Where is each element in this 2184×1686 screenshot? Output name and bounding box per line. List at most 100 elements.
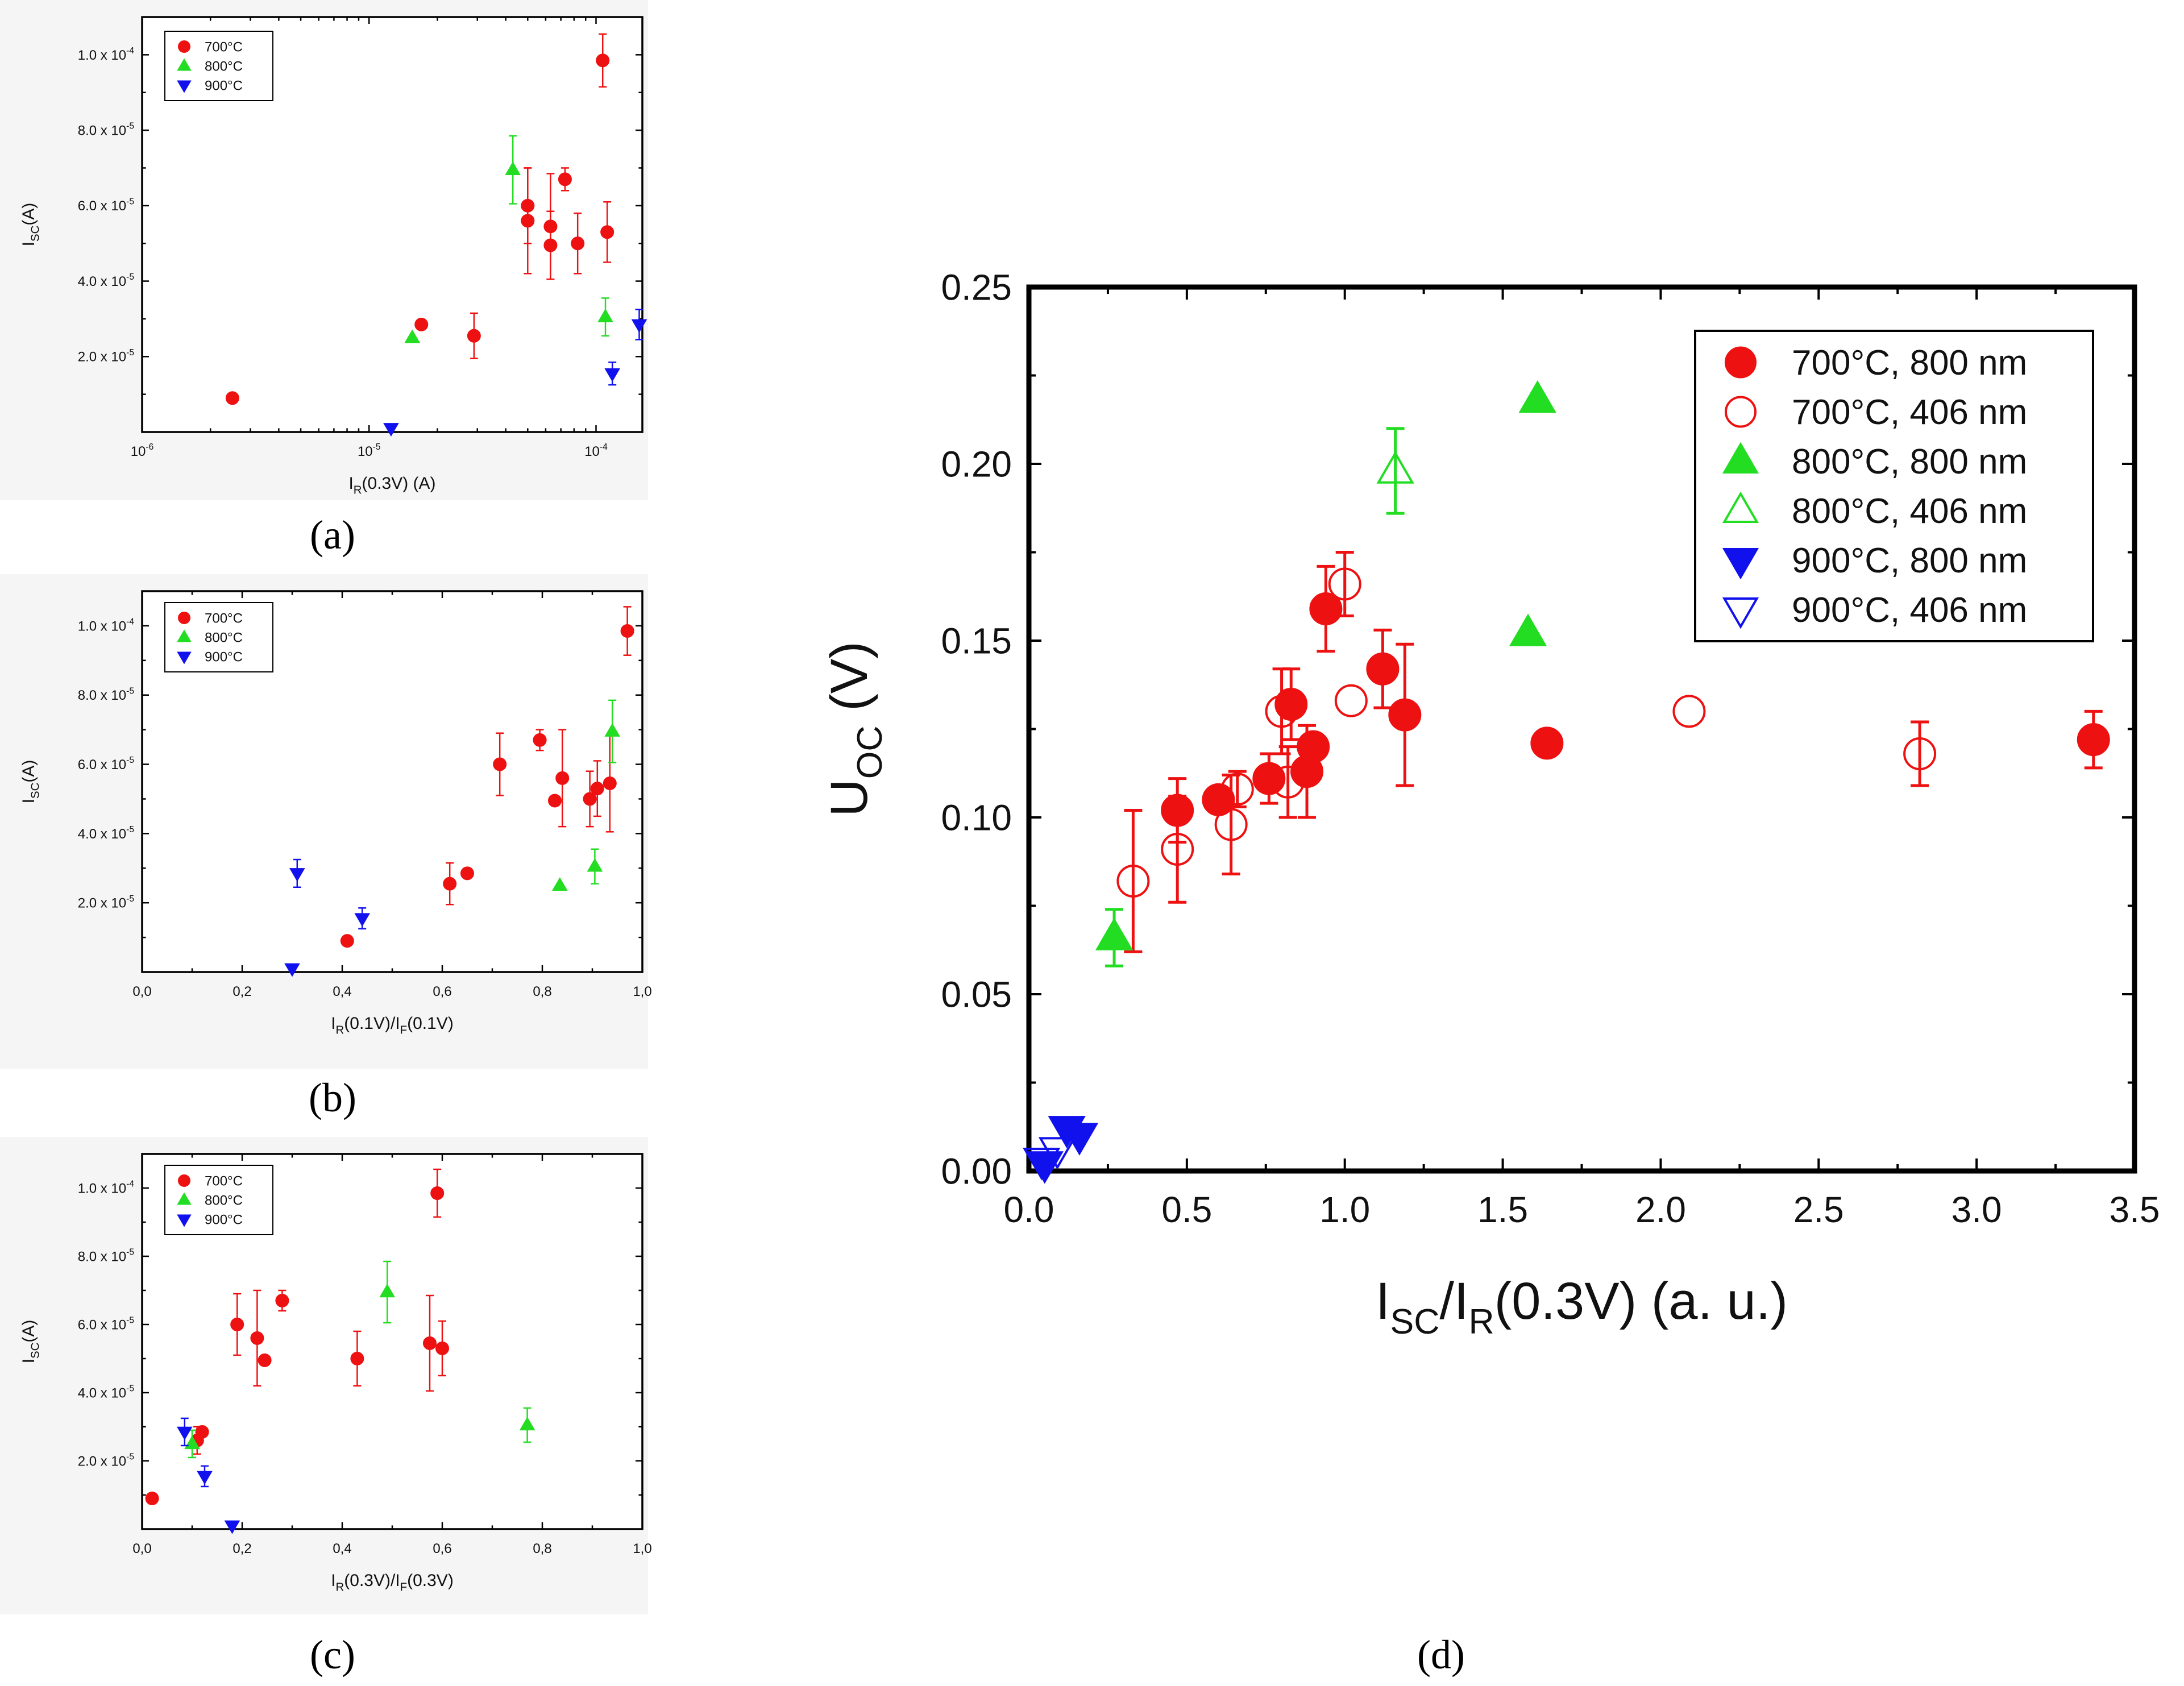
data-point	[505, 161, 521, 176]
x-tick-label: 0,2	[232, 984, 251, 999]
legend-marker	[1722, 442, 1759, 474]
data-point	[383, 423, 399, 437]
x-tick-label: 1.5	[1477, 1189, 1528, 1230]
data-point	[467, 329, 481, 343]
legend-marker	[178, 1174, 190, 1187]
y-tick-label: 2.0 x 10-5	[78, 894, 135, 911]
y-axis-label: ISC(A)	[19, 760, 41, 804]
data-point	[430, 1186, 445, 1200]
data-point	[443, 877, 457, 891]
caption-a: (a)	[310, 512, 355, 558]
data-point	[197, 1471, 213, 1485]
legend-label: 700°C	[205, 1173, 243, 1189]
x-axis-label: ISC/IR(0.3V) (a. u.)	[1376, 1272, 1788, 1342]
data-point	[1518, 380, 1556, 413]
data-point	[1038, 1137, 1077, 1170]
data-point	[1388, 698, 1422, 732]
legend-marker	[178, 40, 190, 53]
data-point	[1297, 730, 1330, 763]
data-point	[620, 624, 634, 638]
data-point	[596, 53, 610, 68]
data-point	[543, 238, 558, 252]
data-point	[2077, 723, 2110, 757]
x-tick-label: 2.5	[1793, 1189, 1844, 1230]
data-point	[600, 225, 614, 239]
panel-d-chart: 0.0 0.5 1.0 1.5 2.0 2.5 3.0 3.5 0.00 0.05 0.10 0.15…	[820, 267, 2160, 1341]
data-point	[414, 317, 429, 331]
x-tick-label: 0.0	[1004, 1189, 1054, 1230]
y-axis-label: ISC(A)	[19, 203, 41, 247]
legend-marker	[178, 612, 190, 624]
legend-label: 800°C	[205, 630, 243, 645]
legend-marker	[177, 58, 192, 71]
data-point	[1265, 695, 1298, 728]
data-point	[597, 308, 613, 322]
y-tick-label: 0.05	[941, 974, 1012, 1015]
x-tick-label: 0,4	[333, 984, 351, 999]
legend-label: 900°C, 406 nm	[1792, 591, 2027, 630]
panel-b-chart: 0,0 0,2 0,4 0,6 0,8 1,0 2.0 x 10-5 4.0 x 10-5 6.…	[0, 574, 652, 1069]
caption-d: (d)	[1417, 1632, 1465, 1677]
y-tick-label: 0.15	[941, 620, 1012, 661]
data-point	[519, 1417, 535, 1431]
legend-label: 700°C	[205, 611, 243, 626]
y-tick-label: 0.00	[941, 1151, 1012, 1191]
x-axis-label: IR(0.3V) (A)	[348, 474, 435, 496]
data-point	[1023, 1148, 1061, 1181]
legend-label: 800°C	[205, 1193, 243, 1208]
y-tick-label: 2.0 x 10-5	[78, 348, 135, 365]
data-point	[1328, 567, 1361, 601]
data-point	[587, 858, 603, 872]
x-tick-label: 3.0	[1952, 1189, 2002, 1230]
y-tick-label: 6.0 x 10-5	[78, 197, 135, 214]
data-point	[275, 1294, 289, 1307]
data-point	[176, 1426, 193, 1440]
y-tick-label: 6.0 x 10-5	[78, 755, 135, 773]
x-tick-label: 0,6	[433, 1541, 451, 1556]
data-point	[250, 1331, 264, 1345]
y-axis-label: UOC (V)	[820, 641, 890, 816]
y-tick-label: 8.0 x 10-5	[78, 122, 135, 139]
legend-label: 900°C	[205, 1212, 243, 1227]
data-point	[583, 792, 597, 806]
data-point	[493, 757, 507, 771]
data-point	[1214, 808, 1248, 841]
data-point	[555, 771, 570, 785]
data-point	[1509, 613, 1547, 646]
legend-label: 800°C, 406 nm	[1792, 492, 2027, 531]
data-point	[1672, 695, 1706, 728]
data-point	[604, 723, 621, 737]
legend-marker	[177, 1214, 192, 1227]
data-point	[340, 934, 354, 948]
data-point	[230, 1318, 244, 1331]
data-point	[551, 877, 568, 891]
legend-marker	[177, 80, 192, 93]
x-tick-label: 1,0	[633, 984, 651, 999]
x-tick-label: 10-5	[358, 442, 381, 459]
legend-label: 700°C, 406 nm	[1792, 393, 2027, 432]
legend: 700°C 800°C 900°C	[164, 31, 273, 101]
data-point	[184, 1435, 200, 1450]
y-tick-label: 2.0 x 10-5	[78, 1452, 135, 1469]
data-point	[289, 868, 305, 882]
legend-label: 700°C, 800 nm	[1792, 343, 2027, 383]
x-tick-label: 2.0	[1635, 1189, 1686, 1230]
legend-box	[1694, 330, 2094, 642]
data-point	[558, 172, 572, 186]
y-tick-label: 4.0 x 10-5	[78, 1384, 135, 1401]
legend-marker	[1722, 548, 1759, 580]
data-point	[1903, 737, 1937, 771]
y-tick-label: 4.0 x 10-5	[78, 825, 135, 842]
x-tick-label: 3.5	[2110, 1189, 2160, 1230]
x-tick-label: 0,2	[232, 1541, 251, 1556]
data-point	[590, 782, 604, 796]
data-point	[423, 1336, 437, 1350]
legend-marker	[177, 1192, 192, 1205]
x-tick-label: 1,0	[633, 1541, 651, 1556]
data-point	[379, 1284, 396, 1298]
x-tick-label: 10-6	[131, 442, 154, 459]
caption-b: (b)	[309, 1075, 356, 1120]
x-tick-label: 0,8	[533, 984, 551, 999]
data-point	[533, 733, 547, 747]
